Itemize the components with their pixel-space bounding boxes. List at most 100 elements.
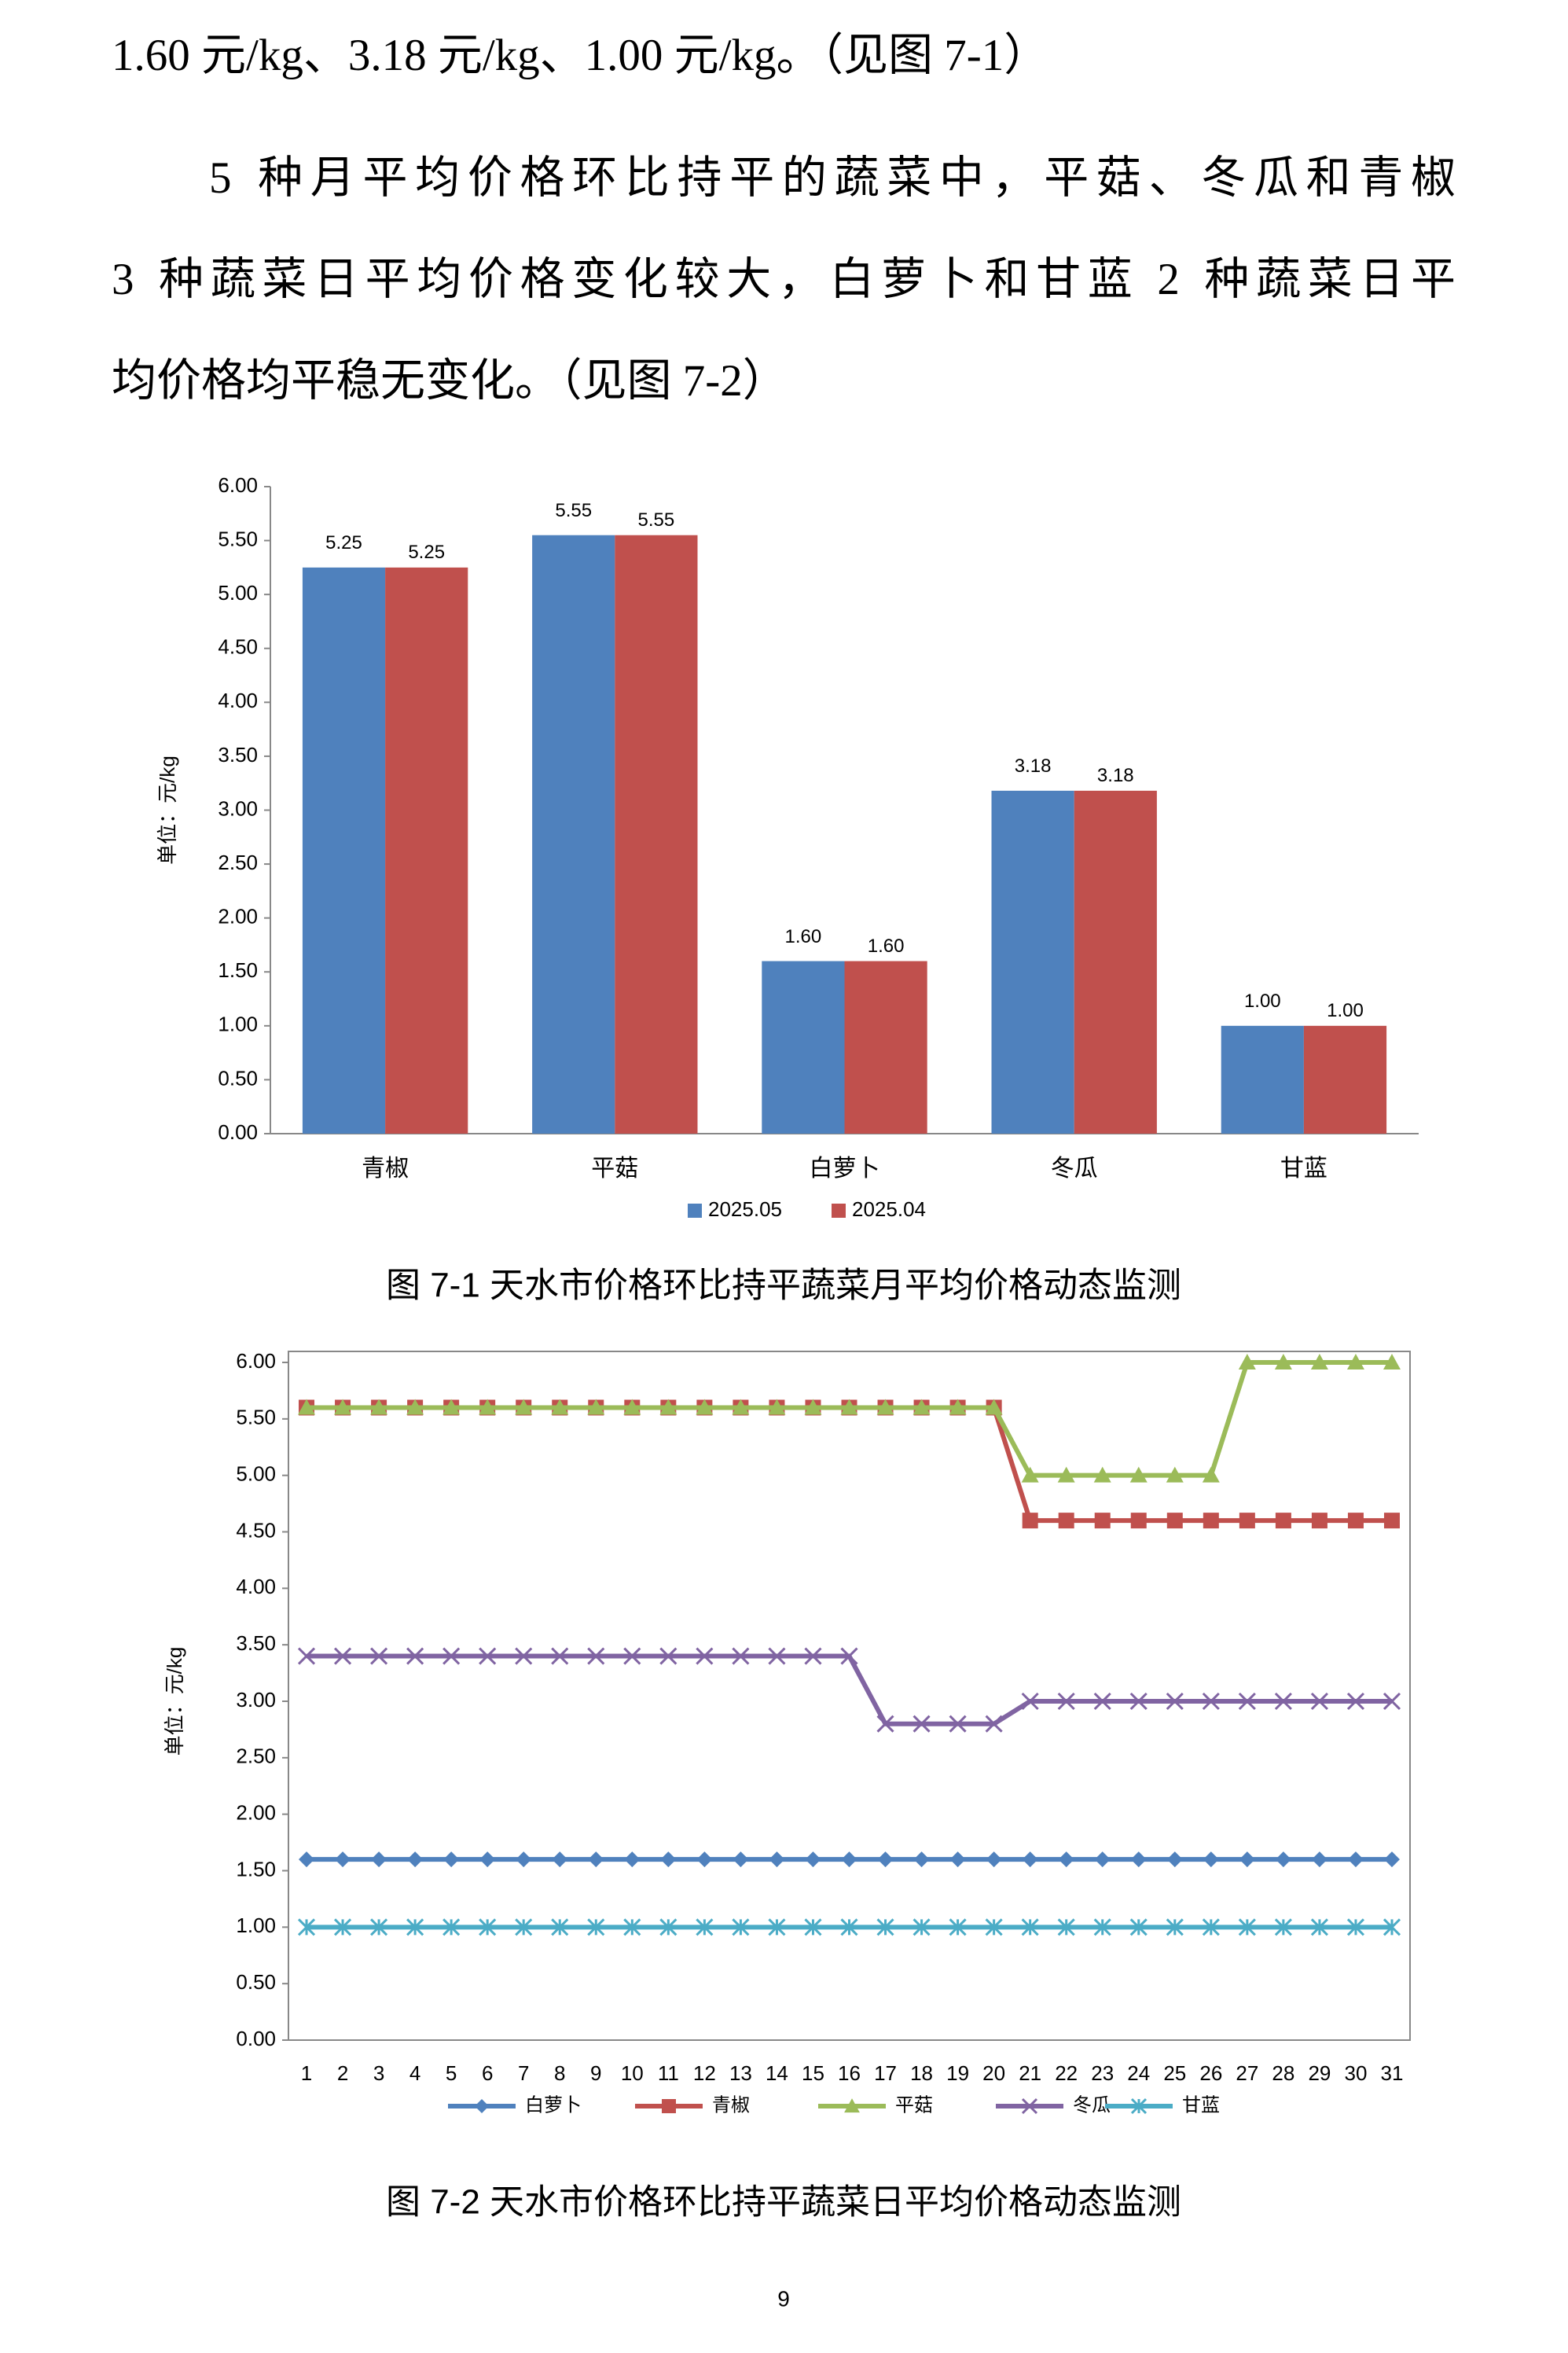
legend-label: 2025.05: [708, 1197, 782, 1221]
marker: [805, 1851, 821, 1868]
marker: [768, 1647, 786, 1665]
x-tick-label: 31: [1381, 2061, 1404, 2085]
marker: [479, 1399, 497, 1415]
marker: [913, 1851, 930, 1868]
marker: [1383, 1354, 1401, 1370]
marker: [624, 1851, 641, 1868]
y-tick-label: 3.50: [218, 743, 258, 767]
x-tick-label: 甘蓝: [1280, 1156, 1327, 1182]
legend-label: 平菇: [895, 2094, 933, 2116]
paragraph-line: 5 种月平均价格环比持平的蔬菜中，平菇、冬瓜和青椒: [209, 153, 1456, 203]
marker: [696, 1647, 714, 1665]
marker: [1310, 1918, 1328, 1936]
legend-label: 青椒: [712, 2094, 750, 2116]
marker: [1274, 1692, 1292, 1711]
marker: [1094, 1851, 1111, 1868]
marker: [1057, 1692, 1075, 1711]
bar: [762, 961, 845, 1134]
marker: [1166, 1692, 1184, 1711]
y-tick-label: 3.00: [218, 796, 258, 820]
marker: [299, 1851, 315, 1868]
marker: [587, 1399, 605, 1415]
value-label: 5.55: [638, 509, 675, 531]
x-tick-label: 6: [482, 2061, 493, 2085]
marker: [370, 1647, 388, 1665]
value-label: 1.00: [1244, 991, 1281, 1012]
series-line: [307, 1653, 1392, 1726]
bar: [385, 567, 468, 1134]
x-tick-label: 18: [910, 2061, 933, 2085]
marker: [1057, 1918, 1075, 1936]
marker: [1202, 1918, 1220, 1936]
marker: [696, 1851, 713, 1868]
marker: [1093, 1466, 1111, 1483]
x-tick-label: 30: [1344, 2061, 1367, 2085]
bar: [991, 790, 1074, 1134]
value-label: 1.00: [1327, 1000, 1364, 1021]
y-tick-label: 5.00: [218, 581, 258, 605]
y-tick-label: 3.50: [236, 1631, 276, 1655]
marker: [588, 1851, 604, 1868]
marker: [1021, 1918, 1039, 1936]
marker: [1238, 1692, 1256, 1711]
marker: [1130, 1513, 1147, 1529]
marker: [370, 1918, 388, 1936]
marker: [1238, 1354, 1256, 1370]
marker: [768, 1399, 786, 1415]
marker: [659, 1399, 678, 1415]
marker: [1275, 1513, 1291, 1529]
x-tick-label: 14: [766, 2061, 788, 2085]
y-tick-label: 0.00: [236, 2027, 276, 2050]
x-tick-label: 12: [693, 2061, 716, 2085]
marker: [442, 1918, 461, 1936]
marker: [1274, 1918, 1292, 1936]
x-tick-label: 1: [301, 2061, 312, 2085]
marker: [696, 1918, 714, 1936]
x-tick-label: 28: [1272, 2061, 1294, 2085]
x-tick-label: 10: [621, 2061, 644, 2085]
marker: [515, 1399, 533, 1415]
marker: [297, 1918, 316, 1936]
marker: [913, 1715, 931, 1733]
marker: [1022, 1513, 1038, 1529]
marker: [696, 1399, 714, 1415]
value-label: 1.60: [868, 936, 905, 957]
marker: [552, 1851, 568, 1868]
marker: [1166, 1851, 1183, 1868]
marker: [443, 1851, 460, 1868]
y-tick-label: 5.50: [236, 1406, 276, 1429]
marker: [1130, 1851, 1147, 1868]
marker: [1203, 1851, 1219, 1868]
marker: [660, 1851, 677, 1868]
bar: [302, 567, 386, 1134]
y-tick-label: 6.00: [218, 473, 258, 497]
marker: [733, 1851, 749, 1868]
marker: [844, 2098, 860, 2113]
marker: [1311, 1513, 1327, 1529]
value-label: 3.18: [1097, 765, 1134, 786]
bar: [1303, 1025, 1387, 1134]
marker: [551, 1399, 569, 1415]
marker: [1021, 1692, 1039, 1711]
marker: [1383, 1851, 1400, 1868]
marker: [985, 1918, 1003, 1936]
marker: [370, 1399, 388, 1415]
marker: [587, 1647, 605, 1665]
marker: [804, 1647, 822, 1665]
x-tick-label: 7: [518, 2061, 529, 2085]
value-label: 5.25: [408, 542, 445, 563]
marker: [516, 1851, 532, 1868]
x-tick-label: 22: [1055, 2061, 1078, 2085]
marker: [333, 1647, 352, 1665]
y-tick-label: 0.50: [236, 1970, 276, 1994]
x-tick-label: 27: [1236, 2061, 1258, 2085]
x-tick-label: 青椒: [362, 1156, 409, 1182]
marker: [769, 1851, 785, 1868]
marker: [1166, 1466, 1184, 1483]
marker: [876, 1715, 894, 1733]
marker: [1130, 2097, 1148, 2115]
x-tick-label: 冬瓜: [1051, 1156, 1098, 1182]
marker: [840, 1647, 858, 1665]
marker: [876, 1399, 894, 1415]
marker: [1058, 1851, 1074, 1868]
